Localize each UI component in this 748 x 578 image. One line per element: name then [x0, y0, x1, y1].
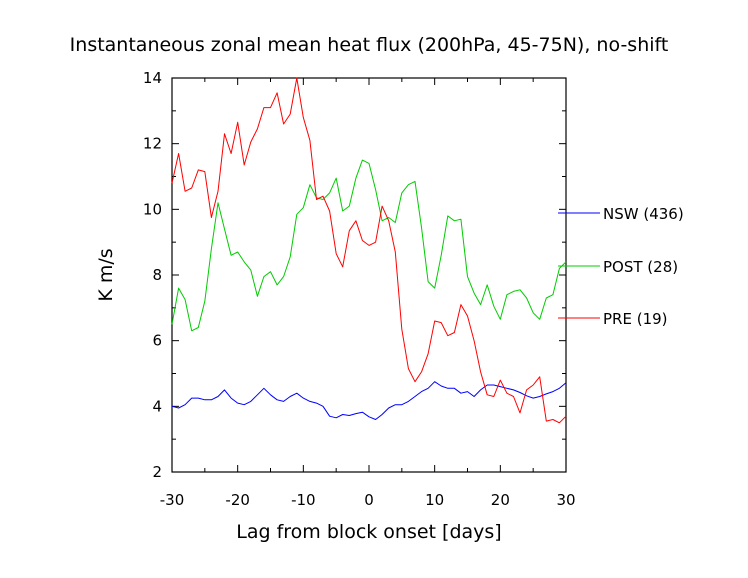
- x-tick-label: 10: [425, 491, 444, 509]
- y-tick-label: 14: [143, 69, 162, 87]
- chart-title: Instantaneous zonal mean heat flux (200h…: [70, 34, 669, 56]
- y-axis-label: K m/s: [95, 248, 117, 301]
- legend-label: PRE (19): [603, 310, 668, 328]
- series-layer: [171, 77, 567, 424]
- plot-area: [171, 77, 567, 473]
- y-tick-label: 12: [143, 135, 162, 153]
- y-tick-label: 10: [143, 200, 162, 218]
- series-line-0: [171, 381, 567, 420]
- x-tick-label: -20: [225, 491, 250, 509]
- y-tick-label: 2: [152, 463, 162, 481]
- y-tick-label: 8: [152, 266, 162, 284]
- series-line-2: [171, 77, 567, 424]
- legend: NSW (436) POST (28) PRE (19): [558, 205, 684, 328]
- x-tick-label: 30: [556, 491, 575, 509]
- y-tick-label: 4: [152, 397, 162, 415]
- axis-ticks: -30 -20 -10 0 10 20 30 2 4 6 8 10 12 14: [143, 69, 576, 509]
- x-tick-label: -30: [160, 491, 185, 509]
- legend-label: NSW (436): [603, 205, 684, 223]
- x-tick-label: 20: [491, 491, 510, 509]
- x-axis-label: Lag from block onset [days]: [236, 521, 501, 543]
- y-tick-label: 6: [152, 332, 162, 350]
- series-line-1: [171, 159, 567, 332]
- plot-frame: [171, 77, 567, 473]
- x-tick-label: 0: [364, 491, 374, 509]
- x-tick-label: -10: [291, 491, 316, 509]
- legend-label: POST (28): [603, 258, 678, 276]
